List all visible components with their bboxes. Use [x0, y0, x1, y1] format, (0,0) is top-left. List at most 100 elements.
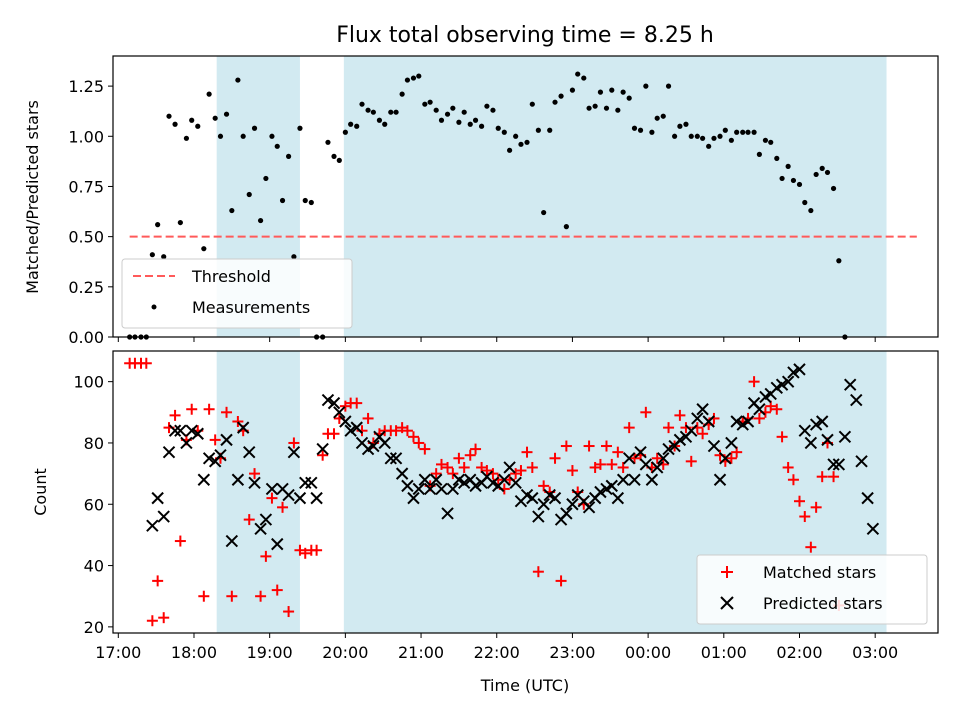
matched-star-point: [623, 422, 635, 434]
measurement-point: [688, 133, 694, 139]
predicted-star-point: [611, 491, 625, 505]
x-tick-label: 23:00: [549, 643, 595, 662]
count-y-tick-label: 20: [84, 618, 104, 637]
matched-star-point: [328, 428, 340, 440]
matched-star-point: [413, 437, 425, 449]
predicted-star-point: [321, 393, 335, 407]
matched-star-point: [243, 514, 255, 526]
measurement-point: [155, 222, 161, 228]
matched-star-point: [198, 590, 210, 602]
count-y-tick-label: 100: [73, 373, 104, 392]
matched-star-point: [594, 458, 606, 470]
predicted-legend-label: Predicted stars: [763, 594, 883, 613]
predicted-star-point: [804, 436, 818, 450]
measurement-point: [552, 99, 558, 105]
measurement-point: [172, 121, 178, 127]
measurement-point: [762, 137, 769, 143]
predicted-star-point: [180, 436, 193, 450]
measurement-point: [649, 129, 655, 135]
measurement-point: [325, 139, 331, 145]
measurement-point: [513, 133, 519, 139]
ratio-y-tick-label: 1.25: [68, 77, 104, 96]
matched-stars-series: [124, 357, 845, 627]
matched-star-point: [311, 544, 323, 556]
predicted-star-point: [798, 424, 811, 437]
count-legend-box: [696, 554, 928, 625]
predicted-star-point: [691, 412, 704, 425]
measurement-point: [779, 175, 785, 182]
predicted-star-point: [441, 507, 454, 520]
matched-star-point: [805, 541, 817, 553]
predicted-star-point: [628, 473, 641, 486]
measurement-point: [774, 155, 780, 161]
predicted-star-point: [299, 476, 312, 490]
measurement-point: [626, 95, 632, 101]
measurement-point: [183, 135, 190, 141]
predicted-star-point: [741, 415, 755, 428]
matched-star-point: [555, 575, 567, 587]
measurements-series: [127, 71, 848, 340]
predicted-star-point: [457, 476, 471, 490]
predicted-star-point: [423, 482, 437, 496]
matched-star-point: [203, 403, 215, 415]
matched-star-point: [583, 440, 595, 452]
ratio-legend-box: [121, 258, 353, 329]
matched-star-point: [680, 422, 692, 434]
measurement-point: [518, 141, 524, 147]
threshold-legend-label: Threshold: [191, 267, 271, 286]
predicted-star-point: [645, 473, 659, 486]
ratio-y-tick-label: 1.00: [68, 127, 104, 146]
matched-star-point: [606, 458, 618, 470]
measurement-point: [297, 125, 303, 131]
measurement-point: [229, 207, 235, 214]
predicted-star-point: [412, 482, 425, 496]
measurement-point: [836, 258, 842, 264]
matched-star-point: [458, 461, 470, 473]
measurement-point: [785, 163, 791, 169]
predicted-star-point: [287, 445, 301, 459]
predicted-star-point: [168, 424, 182, 437]
predicted-star-point: [582, 501, 596, 514]
ratio-y-tick-label: 0.50: [68, 228, 104, 247]
matched-star-point: [401, 425, 413, 437]
measurement-point: [201, 246, 207, 252]
predicted-star-point: [344, 424, 357, 437]
measurement-point: [342, 129, 348, 135]
predicted-star-point: [333, 406, 346, 419]
measurement-point: [285, 153, 292, 159]
measurement-point: [370, 109, 376, 115]
matched-star-point: [271, 584, 283, 596]
matched-star-point: [685, 455, 697, 467]
measurement-point: [802, 199, 808, 206]
predicted-star-point: [843, 378, 857, 391]
predicted-star-point: [503, 461, 516, 474]
predicted-star-point: [532, 510, 545, 523]
count-legend: Matched stars Predicted stars: [696, 554, 928, 625]
x-tick-label: 17:00: [95, 643, 141, 662]
measurement-point: [212, 115, 218, 121]
matched-star-point: [515, 465, 527, 477]
ratio-shaded-intervals: [216, 56, 887, 337]
measurement-point: [269, 133, 275, 139]
measurement-point: [404, 77, 411, 83]
matched-star-point: [697, 428, 709, 440]
predicted-star-point: [243, 445, 256, 459]
chart-title: Flux total observing time = 8.25 h: [336, 23, 714, 48]
measurement-point: [581, 75, 587, 81]
predicted-star-point: [310, 491, 323, 505]
measurement-point: [177, 219, 183, 226]
predicted-star-point: [809, 418, 823, 431]
matched-star-point: [560, 440, 572, 452]
predicted-star-point: [151, 491, 164, 505]
predicted-star-point: [838, 430, 852, 444]
measurement-point: [745, 129, 751, 135]
matched-star-point: [521, 446, 533, 458]
matched-legend-label: Matched stars: [763, 563, 876, 582]
matched-star-point: [351, 397, 363, 409]
measurement-point: [257, 217, 264, 224]
predicted-star-point: [271, 537, 284, 551]
measurement-point: [751, 129, 757, 135]
matched-star-point: [549, 452, 561, 464]
predicted-star-point: [157, 510, 170, 523]
matched-star-point: [481, 465, 493, 477]
